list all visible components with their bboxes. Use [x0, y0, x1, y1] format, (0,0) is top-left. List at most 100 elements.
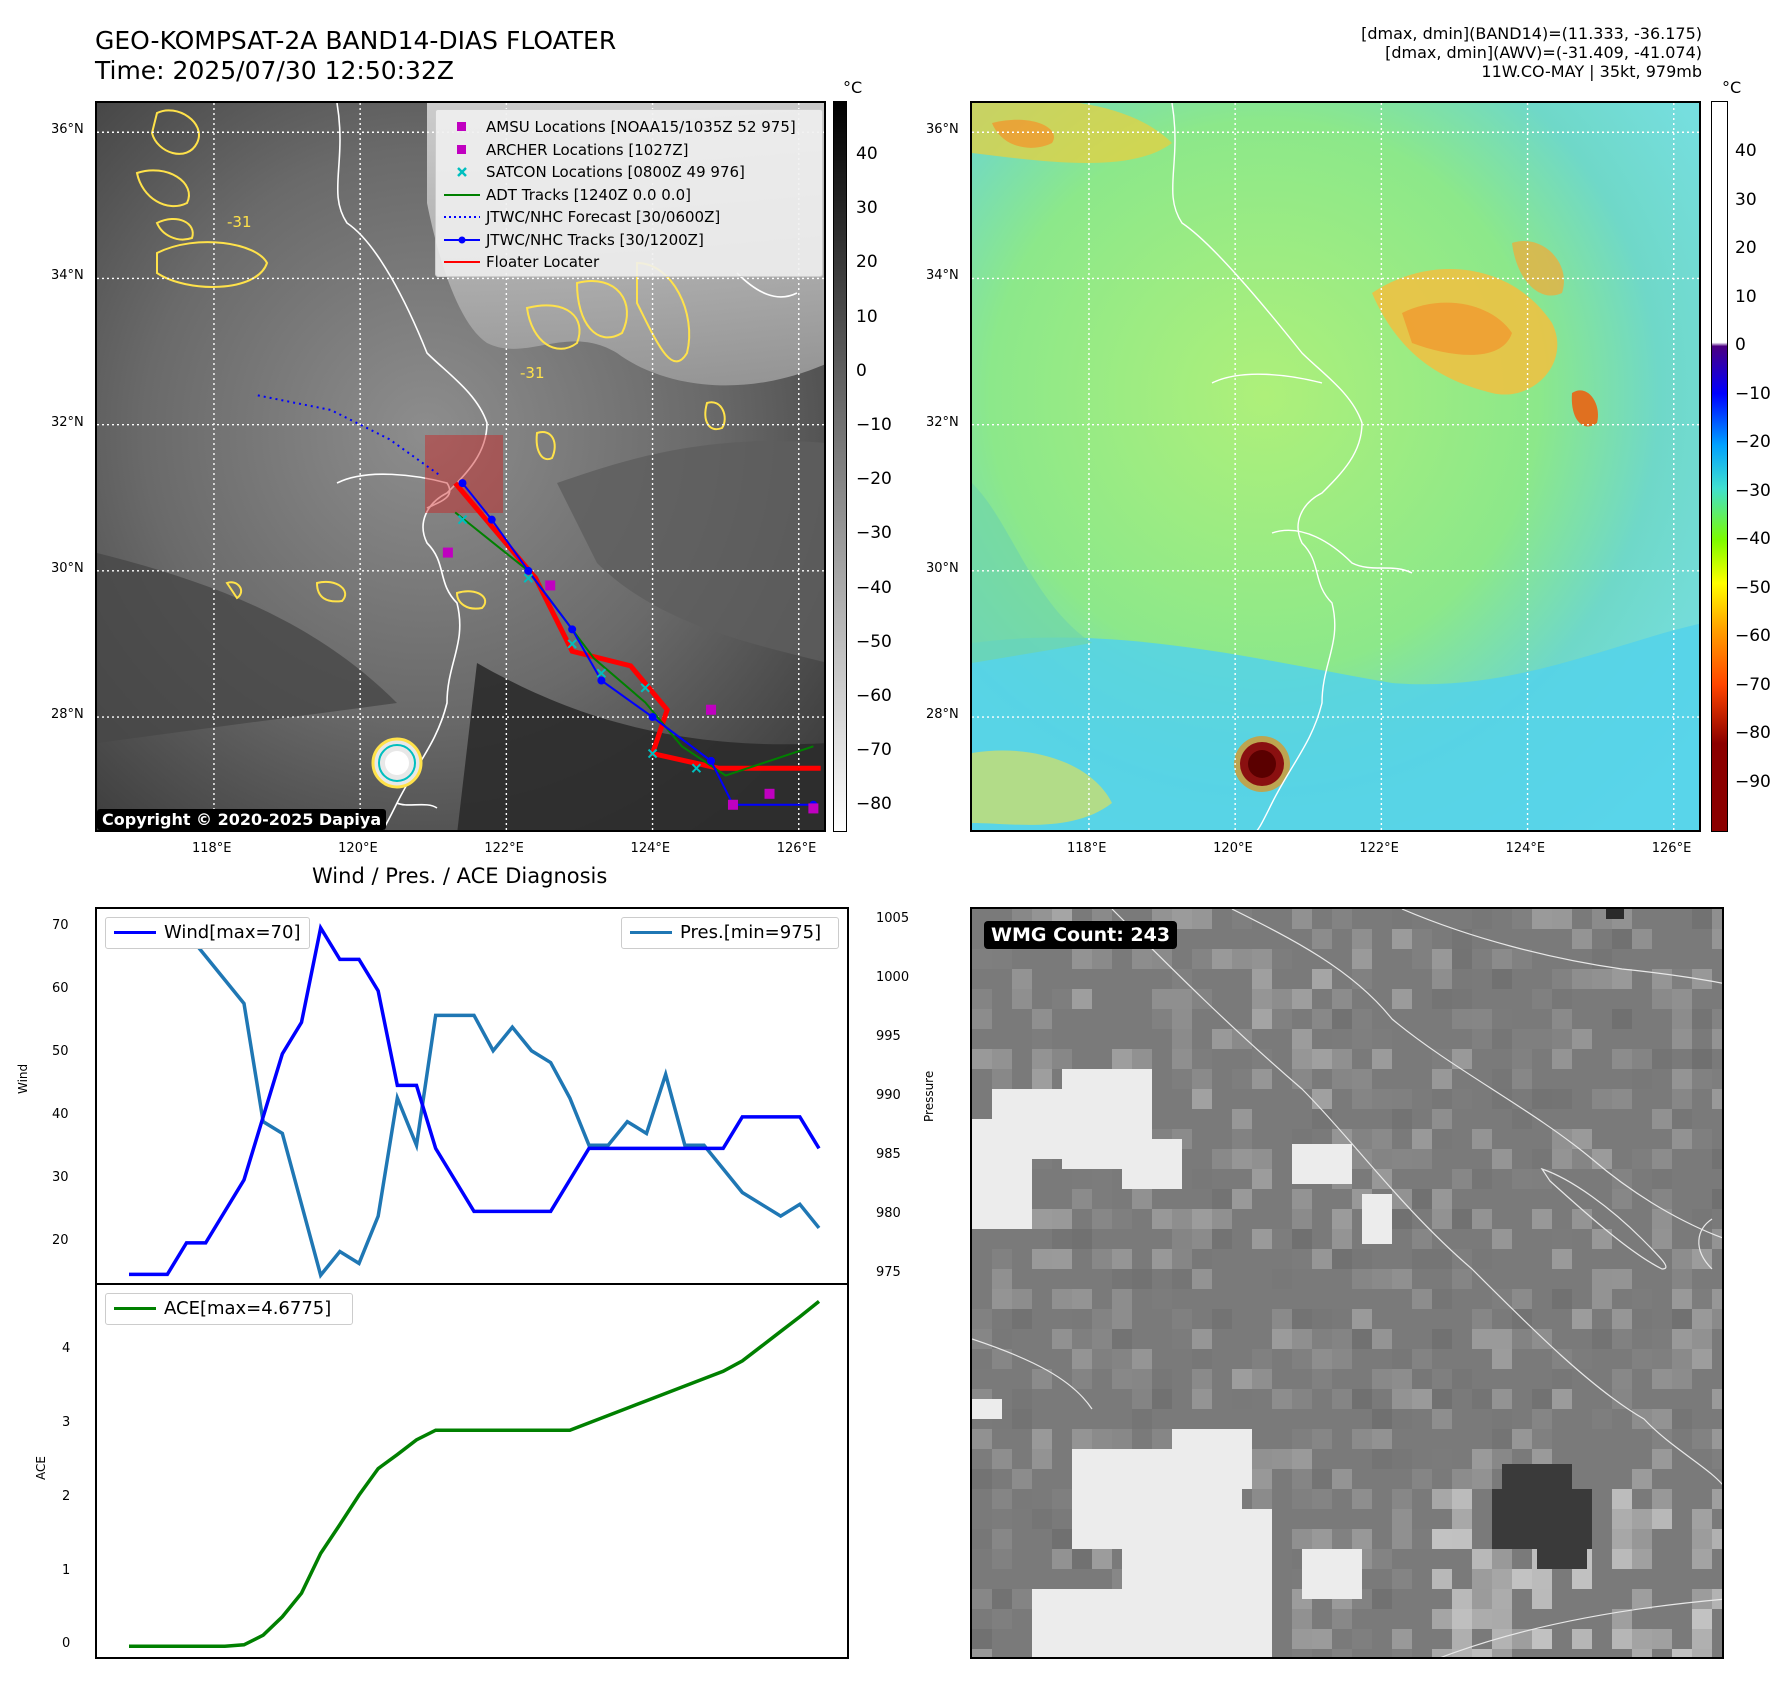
wmg-pixel [1672, 1349, 1692, 1369]
wmg-pixel [1112, 1249, 1132, 1269]
wmg-pixel [972, 1009, 992, 1029]
wmg-pixel [1192, 1329, 1212, 1349]
satcon-location-marker [523, 573, 533, 583]
wmg-pixel [1532, 1569, 1552, 1589]
contour-label-1: -31 [227, 213, 252, 231]
wmg-pixel [1672, 1029, 1692, 1049]
wmg-dark-pixel [1606, 909, 1624, 919]
wmg-pixel [1432, 909, 1452, 929]
wmg-pixel [972, 949, 992, 969]
wmg-pixel [1672, 1109, 1692, 1129]
title-line-1: GEO-KOMPSAT-2A BAND14-DIAS FLOATER [95, 26, 617, 55]
wmg-pixel [1032, 1249, 1052, 1269]
wmg-pixel [1492, 1089, 1512, 1109]
figure-title: GEO-KOMPSAT-2A BAND14-DIAS FLOATER Time:… [95, 26, 616, 86]
wmg-pixel [1372, 1429, 1392, 1449]
wmg-pixel [992, 1349, 1012, 1369]
wmg-pixel [1652, 1509, 1672, 1529]
wmg-pixel [972, 1649, 992, 1657]
wmg-pixel [1712, 909, 1722, 929]
wmg-pixel [1452, 1529, 1472, 1549]
jtwc-track-point [707, 756, 716, 765]
wmg-pixel [1392, 1449, 1412, 1469]
wmg-pixel [1452, 1049, 1472, 1069]
wmg-pixel [1012, 969, 1032, 989]
wmg-pixel [1072, 1229, 1092, 1249]
wmg-pixel [1352, 1269, 1372, 1289]
wmg-pixel [1412, 1389, 1432, 1409]
legend-item-label: SATCON Locations [0800Z 49 976] [486, 163, 745, 181]
ace-tick-label: 3 [62, 1415, 71, 1431]
wmg-pixel [1272, 1269, 1292, 1289]
wmg-pixel [1692, 1129, 1712, 1149]
wmg-pixel [1652, 1449, 1672, 1469]
wmg-pixel [1432, 1329, 1452, 1349]
wmg-pixel [1252, 1169, 1272, 1189]
amsu-location-marker [727, 799, 738, 810]
wmg-pixel [1432, 1369, 1452, 1389]
wmg-pixel [1512, 1069, 1532, 1089]
wmg-pixel [1472, 1569, 1492, 1589]
wmg-pixel [1232, 1069, 1252, 1089]
wmg-pixel [1492, 1609, 1512, 1629]
wmg-pixel [1532, 1149, 1552, 1169]
wmg-pixel [1452, 1629, 1472, 1649]
wmg-pixel [1352, 1389, 1372, 1409]
wmg-pixel [1412, 1229, 1432, 1249]
wmg-pixel [1592, 1089, 1612, 1109]
wmg-pixel [1592, 1409, 1612, 1429]
wmg-pixel [1652, 1109, 1672, 1129]
wmg-pixel [1632, 1069, 1652, 1089]
legend-item-label: Floater Locater [486, 253, 600, 271]
ir-cloud-east [557, 441, 824, 663]
wmg-pixel [1372, 1029, 1392, 1049]
wmg-pixel [1532, 1329, 1552, 1349]
wmg-pixel [1152, 1429, 1172, 1449]
wmg-pixel [1632, 1589, 1652, 1609]
wmg-pixel [1172, 989, 1192, 1009]
wmg-pixel [1372, 1549, 1392, 1569]
lon-tick-label: 124°E [630, 841, 671, 856]
wmg-pixel [1552, 909, 1572, 929]
satcon-location-marker [691, 763, 702, 773]
wmg-pixel [1172, 1309, 1192, 1329]
gray-colorbar-tick: −30 [856, 523, 892, 544]
wmg-pixel [1672, 1329, 1692, 1349]
wmg-pixel [1052, 1489, 1072, 1509]
wmg-pixel [1452, 949, 1472, 969]
wmg-pixel [1572, 929, 1592, 949]
wmg-pixel [1212, 949, 1232, 969]
wmg-pixel [1252, 1449, 1272, 1469]
wmg-pixel [1312, 1329, 1332, 1349]
wmg-pixel [1312, 1629, 1332, 1649]
wmg-pixel [1332, 1189, 1352, 1209]
wmg-pixel [1492, 969, 1512, 989]
wmg-pixel [1212, 1189, 1232, 1209]
wmg-pixel [972, 1629, 992, 1649]
wmg-pixel [1612, 1309, 1632, 1329]
wmg-pixel [1252, 1069, 1272, 1089]
wmg-pixel [1392, 1489, 1412, 1509]
wmg-pixel [1492, 1229, 1512, 1249]
wmg-pixel [992, 1049, 1012, 1069]
wmg-pixel [1472, 1209, 1492, 1229]
wmg-pixel [1472, 1549, 1492, 1569]
wmg-pixel [1392, 1269, 1412, 1289]
wmg-pixel [1652, 989, 1672, 1009]
wmg-bright-blobs [972, 1069, 1392, 1657]
wind-tick-label: 20 [52, 1232, 69, 1248]
wmg-pixel [1072, 989, 1092, 1009]
wmg-pixel [1612, 1489, 1632, 1509]
wmg-pixel [1472, 1469, 1492, 1489]
wmg-pixel [1712, 1449, 1722, 1469]
wmg-pixel [1412, 1089, 1432, 1109]
wmg-pixel [1352, 1529, 1372, 1549]
lon-tick-label: 120°E [338, 841, 378, 856]
wmg-pixel [1612, 1369, 1632, 1389]
wmg-pixel [1072, 1429, 1092, 1449]
wmg-pixel [1432, 1649, 1452, 1657]
wmg-pixel [1272, 1329, 1292, 1349]
wmg-pixel [1472, 1009, 1492, 1029]
wmg-pixel [1652, 1489, 1672, 1509]
jtwc-track-point [648, 713, 657, 722]
